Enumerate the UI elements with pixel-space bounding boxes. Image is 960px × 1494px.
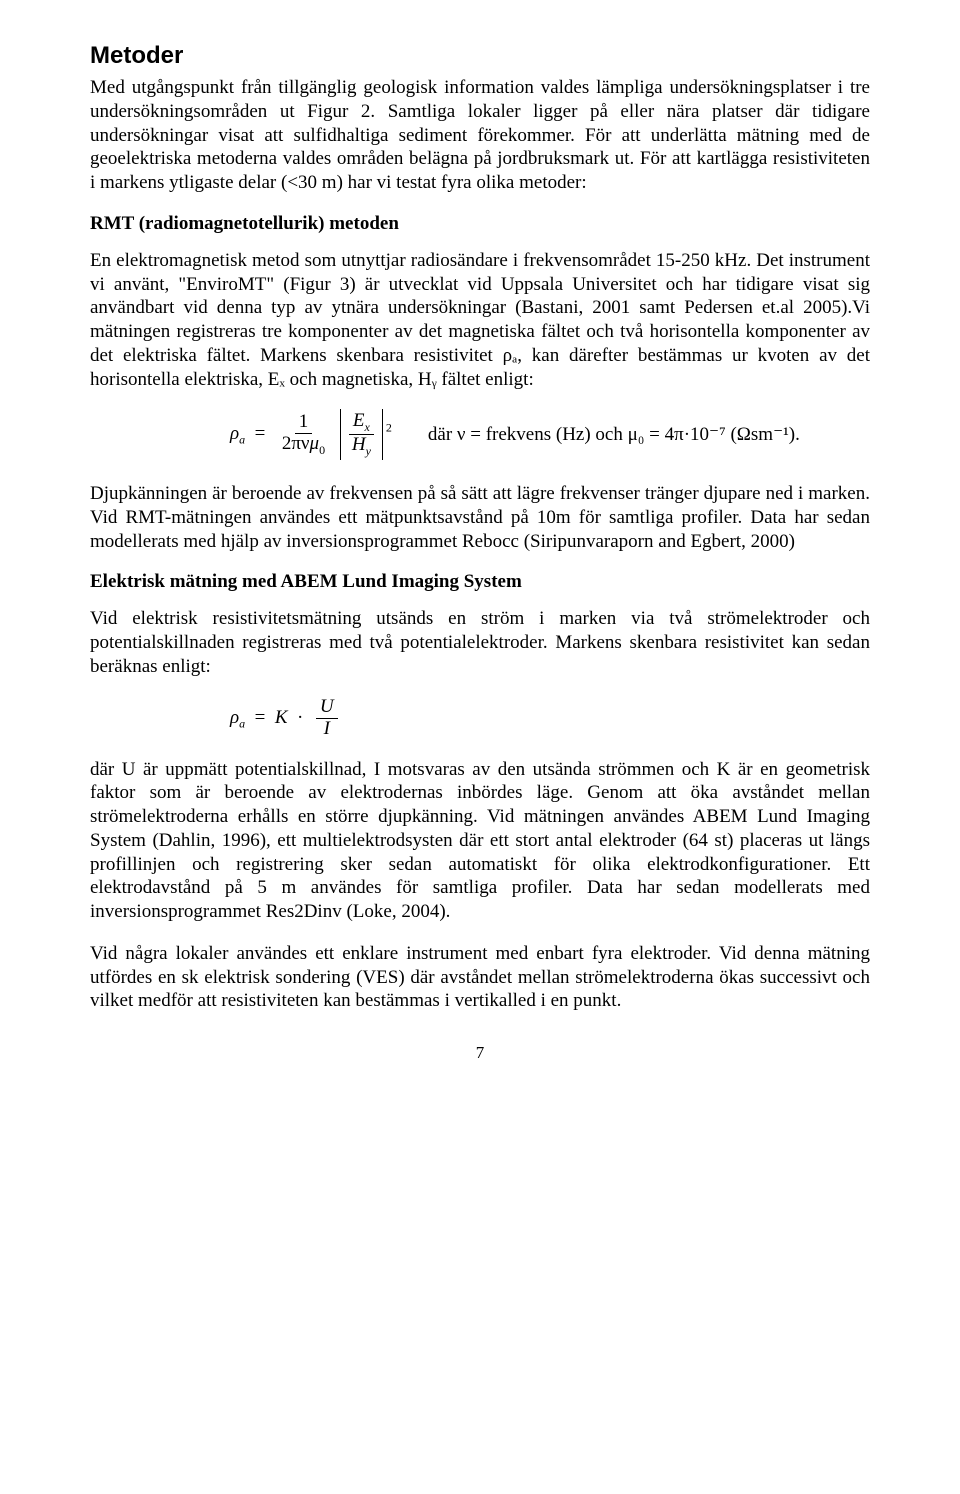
frac2-num: U	[316, 697, 338, 719]
formula-2: ρa = K · U I	[230, 697, 870, 740]
rho2-symbol: ρ	[230, 706, 239, 727]
page-container: Metoder Med utgångspunkt från tillgängli…	[0, 0, 960, 1103]
paragraph-3: Djupkänningen är beroende av frekvensen …	[90, 482, 870, 553]
section-heading: Metoder	[90, 42, 870, 70]
frac2-den: I	[320, 719, 334, 740]
abs-num: Ex	[349, 411, 374, 435]
frac1-den-prefix: 2πν	[282, 433, 310, 454]
k-symbol: K	[275, 706, 288, 727]
abs-block: Ex Hy	[340, 409, 383, 460]
paragraph-6: Vid några lokaler användes ett enklare i…	[90, 942, 870, 1013]
rho-symbol: ρ	[230, 423, 239, 444]
eq: =	[255, 423, 266, 444]
paragraph-5: där U är uppmätt potentialskillnad, I mo…	[90, 758, 870, 924]
paragraph-2: En elektromagnetisk metod som utnyttjar …	[90, 249, 870, 392]
abs-den-sym: H	[352, 434, 366, 455]
formula-2-expression: ρa = K · U I	[230, 697, 341, 740]
formula-1-where: där ν = frekvens (Hz) och μ₀ = 4π·10⁻⁷ (…	[428, 423, 800, 446]
paragraph-4: Vid elektrisk resistivitetsmätning utsän…	[90, 607, 870, 678]
formula-1: ρa = 1 2πνμ0 Ex Hy 2 där ν = frekvens (H…	[230, 409, 870, 460]
frac1-den-mu-sub: 0	[319, 443, 325, 457]
eq2: =	[255, 706, 266, 727]
frac-1-num: 1	[295, 412, 313, 434]
frac1-den-mu: μ	[310, 433, 320, 454]
abs-num-sub: x	[365, 420, 370, 434]
page-number: 7	[90, 1043, 870, 1063]
abs-num-sym: E	[353, 410, 365, 431]
abs-frac: Ex Hy	[348, 411, 375, 458]
formula-1-expression: ρa = 1 2πνμ0 Ex Hy 2	[230, 409, 392, 460]
frac-2: U I	[316, 697, 338, 740]
subheading-abem: Elektrisk mätning med ABEM Lund Imaging …	[90, 571, 870, 593]
dot: ·	[297, 706, 303, 727]
rho2-sub: a	[239, 716, 245, 730]
subheading-rmt: RMT (radiomagnetotellurik) metoden	[90, 213, 870, 235]
frac-1: 1 2πνμ0	[278, 412, 329, 457]
rho-sub: a	[239, 433, 245, 447]
abs-power: 2	[386, 421, 392, 435]
paragraph-1: Med utgångspunkt från tillgänglig geolog…	[90, 76, 870, 195]
frac-1-den: 2πνμ0	[278, 434, 329, 457]
abs-den: Hy	[348, 435, 375, 458]
abs-den-sub: y	[366, 444, 371, 458]
